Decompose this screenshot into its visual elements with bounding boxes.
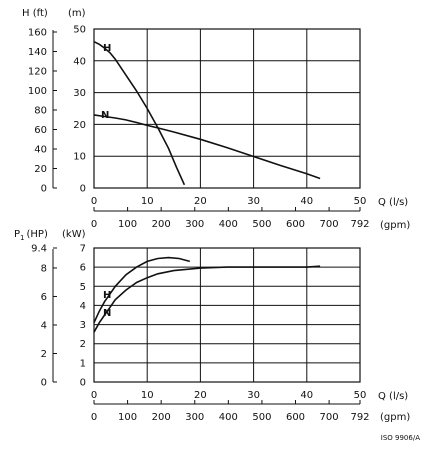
flow-tick-label: 40 [300,390,313,401]
gpm-tick-label: 0 [91,412,97,423]
gpm-ticks-top: 0 100 200 300 400 500 600 700 792 [91,207,370,230]
power-right-tick-label: 0 [80,378,86,389]
gpm-tick-label: 200 [152,219,171,230]
flow-tick-label: 50 [354,390,367,401]
head-left-tick-label: 80 [34,106,47,117]
head-curves [93,40,321,186]
curve-label-n-power: N [103,308,111,319]
gpm-tick-label: 200 [152,412,171,423]
gpm-tick-label: 792 [350,412,369,423]
power-kw-ticks: 0 1 2 3 4 5 6 7 [80,244,86,389]
power-right-tick-label: 5 [80,282,86,293]
power-kw-axis-label: (kW) [62,229,86,240]
flow-tick-label: 30 [247,390,260,401]
power-right-tick-label: 7 [80,244,86,255]
head-right-tick-label: 50 [73,25,86,36]
gpm-tick-label: 400 [219,219,238,230]
head-left-tick-label: 40 [34,145,47,156]
flow-tick-label: 40 [300,196,313,207]
head-left-tick-label: 60 [34,125,47,136]
gpm-tick-label: 500 [252,219,271,230]
power-right-tick-label: 1 [80,358,86,369]
flow-tick-label: 20 [194,196,207,207]
head-right-tick-label: 10 [73,152,86,163]
gpm-tick-label: 300 [185,412,204,423]
head-m-axis-label: (m) [68,8,86,19]
gpm-tick-label: 300 [185,219,204,230]
power-hp-axis-label: P1 (HP) [14,229,48,242]
head-curve-h [93,40,186,186]
head-right-tick-label: 0 [80,184,86,195]
gpm-tick-label: 600 [286,412,305,423]
flow-axis-label-top: Q (l/s) [378,197,408,208]
power-right-tick-label: 6 [80,263,86,274]
flow-tick-label: 0 [91,390,97,401]
head-ft-axis-label: H (ft) [22,8,48,19]
head-plot-frame [93,28,361,189]
gpm-tick-label: 400 [219,412,238,423]
gpm-tick-label: 500 [252,412,271,423]
gpm-tick-label: 700 [320,219,339,230]
head-grid [94,29,360,188]
gpm-axis-label-top: (gpm) [380,220,410,231]
head-left-tick-label: 120 [28,67,47,78]
flow-ticks-top: 0 10 20 30 40 50 [91,196,367,207]
flow-tick-label: 0 [91,196,97,207]
power-left-tick-label: 0 [41,378,47,389]
power-hp-ticks: 0 2 4 6 8 9.4 [31,244,57,389]
power-hp-axis-label-unit: (HP) [27,229,48,240]
power-hp-axis-label-sub: 1 [20,234,24,242]
head-m-ticks: 0 10 20 30 40 50 [73,25,86,195]
gpm-tick-label: 100 [118,219,137,230]
power-x-axes: 0 10 20 30 40 50 Q (l/s) 0 100 200 300 400 500 600 7… [91,390,411,423]
head-left-tick-label: 160 [28,28,47,39]
figure-id: ISO 9906/A [381,434,420,442]
head-left-tick-label: 20 [34,164,47,175]
power-left-tick-label: 2 [41,349,47,360]
head-left-tick-label: 0 [41,184,47,195]
power-right-tick-label: 3 [80,320,86,331]
power-curves [93,256,321,333]
gpm-tick-label: 600 [286,219,305,230]
gpm-tick-label: 100 [118,412,137,423]
head-right-tick-label: 30 [73,88,86,99]
head-left-tick-label: 140 [28,47,47,58]
curve-label-n-head: N [101,110,109,121]
power-plot-frame [93,247,361,383]
power-left-tick-label: 9.4 [31,244,47,255]
flow-axis-label-bottom: Q (l/s) [378,391,408,402]
head-ft-ticks: 0 20 40 60 80 100 120 140 160 [28,28,57,195]
power-left-tick-label: 8 [41,263,47,274]
power-curve-h [93,256,191,324]
head-right-tick-label: 40 [73,56,86,67]
head-left-tick-label: 100 [28,86,47,97]
curve-label-h-head: H [103,43,111,54]
power-right-tick-label: 2 [80,339,86,350]
flow-tick-label: 10 [141,390,154,401]
flow-tick-label: 20 [194,390,207,401]
flow-tick-label: 10 [141,196,154,207]
power-left-tick-label: 6 [41,292,47,303]
power-right-tick-label: 4 [80,301,86,312]
gpm-tick-label: 792 [350,219,369,230]
power-left-tick-label: 4 [41,320,47,331]
head-right-tick-label: 20 [73,120,86,131]
power-curve-n [93,265,321,333]
head-curve-n [93,114,321,180]
gpm-ticks-bottom: 0 100 200 300 400 500 600 700 792 [91,400,370,423]
flow-ticks-bottom: 0 10 20 30 40 50 [91,390,367,401]
head-x-axes: 0 10 20 30 40 50 Q (l/s) 0 100 200 300 400 500 600 7… [91,196,411,231]
power-hp-axis-label-main: P [14,229,20,240]
gpm-tick-label: 0 [91,219,97,230]
gpm-axis-label-bottom: (gpm) [380,412,410,423]
curve-label-h-power: H [103,290,111,301]
flow-tick-label: 30 [247,196,260,207]
head-panel: H (ft) (m) 0 20 40 60 80 100 120 140 160 0 10 20 30… [22,8,361,195]
gpm-tick-label: 700 [320,412,339,423]
flow-tick-label: 50 [354,196,367,207]
